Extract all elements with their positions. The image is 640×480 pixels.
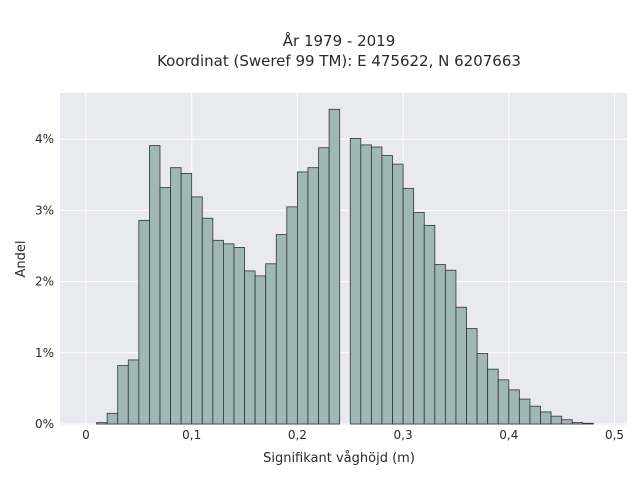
y-axis-ticks: 0% 1% 2% 3% 4%	[35, 132, 54, 431]
x-axis-ticks: 0 0,1 0,2 0,3 0,4 0,5	[82, 428, 624, 442]
histogram-bar	[265, 263, 277, 425]
histogram-bar	[561, 419, 573, 425]
histogram-bar	[296, 171, 309, 425]
histogram-bar	[370, 146, 383, 425]
histogram-bar	[138, 219, 150, 425]
histogram-bar	[275, 234, 288, 425]
histogram-bar	[381, 155, 393, 425]
chart-subtitle: Koordinat (Sweref 99 TM): E 475622, N 62…	[157, 52, 521, 70]
histogram-bar	[244, 270, 256, 425]
x-tick-label: 0,5	[605, 428, 624, 442]
x-tick-label: 0,1	[182, 428, 201, 442]
x-tick-label: 0,4	[499, 428, 518, 442]
histogram-bar	[529, 405, 541, 425]
histogram-bar	[106, 412, 119, 425]
histogram-bar	[307, 167, 319, 425]
histogram-bar	[127, 359, 140, 425]
x-tick-label: 0,2	[288, 428, 307, 442]
histogram-bar	[286, 206, 298, 425]
histogram-bar	[328, 108, 341, 425]
histogram-bar	[117, 365, 129, 425]
histogram-bar	[96, 422, 108, 425]
histogram-bar	[423, 224, 436, 425]
y-axis-label: Andel	[14, 241, 29, 278]
histogram-bar	[413, 212, 425, 425]
histogram-bar	[180, 172, 193, 425]
histogram-bar	[476, 353, 489, 425]
histogram-bar	[170, 167, 182, 425]
histogram-bar	[540, 411, 552, 425]
histogram-bar	[212, 239, 224, 425]
histogram-bar	[392, 163, 404, 425]
x-axis-label: Signifikant våghöjd (m)	[263, 451, 415, 466]
histogram-bar	[518, 398, 531, 425]
histogram-bar	[402, 187, 415, 425]
y-tick-label: 4%	[35, 132, 54, 146]
histogram-bar	[455, 306, 467, 425]
histogram-bar	[434, 264, 446, 425]
chart-title: År 1979 - 2019	[283, 31, 396, 50]
histogram-bar	[191, 196, 203, 425]
histogram-bars	[96, 108, 594, 425]
x-tick-label: 0,3	[394, 428, 413, 442]
histogram-bar	[149, 145, 161, 425]
y-tick-label: 0%	[35, 417, 54, 431]
histogram-bar	[223, 243, 235, 425]
histogram-bar	[466, 328, 478, 425]
y-tick-label: 1%	[35, 346, 54, 360]
histogram-bar	[444, 269, 457, 425]
histogram-bar	[487, 368, 499, 425]
histogram-bar	[201, 217, 214, 425]
histogram-bar	[497, 379, 510, 425]
histogram-bar	[360, 144, 372, 425]
histogram-bar	[508, 389, 520, 425]
histogram-bar	[582, 422, 594, 425]
histogram-bar	[254, 275, 267, 425]
x-tick-label: 0	[82, 428, 90, 442]
histogram-bar	[318, 147, 330, 425]
histogram-bar	[233, 247, 245, 425]
y-tick-label: 3%	[35, 203, 54, 217]
histogram-bar	[159, 187, 171, 425]
histogram-bar	[550, 415, 563, 425]
histogram-bar	[571, 422, 584, 425]
histogram-bar	[349, 138, 362, 425]
y-tick-label: 2%	[35, 275, 54, 289]
